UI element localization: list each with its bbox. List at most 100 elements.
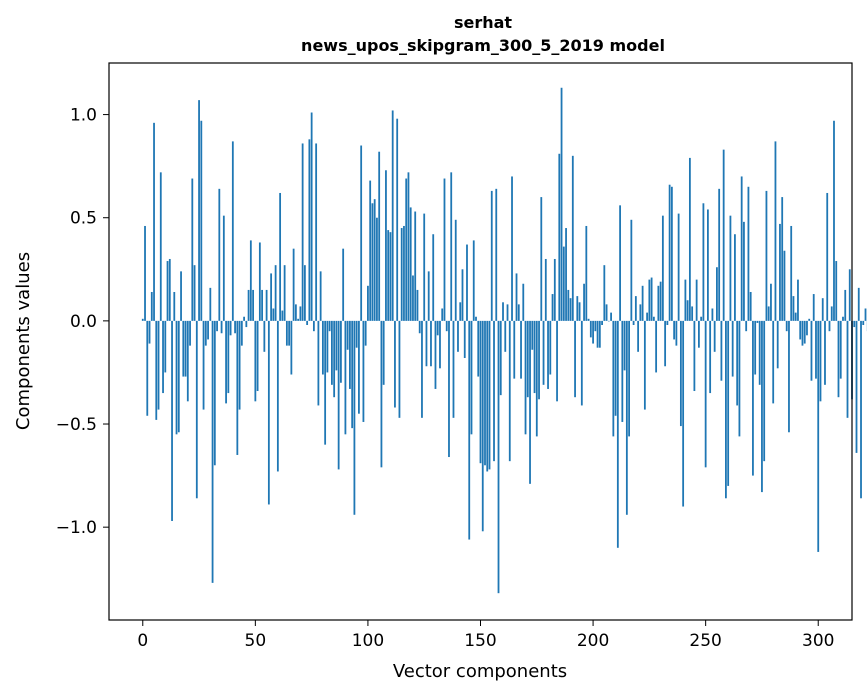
bar-173: [531, 320, 534, 350]
bar-6: [155, 320, 158, 420]
bar-138: [452, 320, 455, 418]
bar-249: [702, 203, 705, 321]
bar-106: [380, 320, 383, 468]
bar-183: [553, 258, 556, 321]
bar-99: [364, 320, 367, 346]
y-tick-label: −0.5: [56, 415, 97, 435]
bar-131: [436, 320, 439, 336]
y-axis-ticks: −1.0 −0.5 0.0 0.5 1.0: [56, 106, 109, 538]
bar-26: [200, 120, 203, 321]
bar-71: [301, 143, 304, 321]
bar-89: [342, 248, 345, 321]
bar-220: [637, 320, 640, 352]
bar-105: [378, 151, 381, 321]
bar-19: [184, 320, 187, 377]
bar-253: [711, 308, 714, 321]
bar-142: [461, 269, 464, 321]
bar-35: [220, 320, 223, 334]
bar-113: [396, 118, 399, 321]
bar-313: [846, 320, 849, 418]
bar-101: [369, 180, 372, 321]
bar-68: [294, 304, 297, 321]
bar-91: [346, 320, 349, 350]
bar-65: [288, 320, 291, 346]
bar-123: [418, 320, 421, 334]
bar-169: [522, 283, 525, 321]
bar-294: [803, 320, 806, 344]
bar-135: [445, 320, 448, 332]
bar-166: [515, 273, 518, 321]
bar-303: [824, 320, 826, 385]
bar-300: [817, 320, 820, 552]
bar-283: [779, 223, 781, 321]
bar-175: [535, 320, 538, 437]
bar-57: [270, 273, 273, 321]
bar-212: [619, 205, 621, 321]
bar-224: [646, 312, 649, 321]
bar-223: [643, 320, 646, 410]
bar-154: [488, 320, 491, 470]
chart-subtitle: news_upos_skipgram_300_5_2019 model: [301, 36, 665, 55]
bar-140: [457, 320, 459, 352]
bar-272: [754, 320, 757, 375]
bar-252: [709, 320, 712, 394]
bar-128: [430, 320, 432, 367]
bar-132: [439, 320, 441, 369]
bar-227: [652, 316, 655, 321]
bars-group: [141, 87, 867, 594]
bar-157: [495, 188, 498, 321]
bar-235: [670, 186, 673, 321]
bar-160: [502, 302, 504, 321]
bar-230: [659, 281, 662, 321]
bar-30: [209, 287, 212, 321]
bar-8: [159, 172, 162, 321]
bar-165: [513, 320, 516, 379]
bar-5: [153, 122, 155, 321]
bar-136: [448, 320, 450, 458]
bar-206: [605, 304, 608, 321]
bar-28: [204, 320, 207, 346]
bar-58: [272, 308, 275, 321]
bar-167: [517, 304, 520, 321]
bar-145: [468, 320, 471, 540]
bar-40: [231, 141, 234, 321]
bar-15: [175, 320, 178, 435]
bar-1: [144, 225, 146, 321]
bar-286: [785, 320, 788, 332]
bar-238: [677, 213, 680, 321]
bar-293: [801, 320, 804, 346]
bar-251: [707, 209, 709, 321]
bar-240: [682, 320, 685, 507]
bar-275: [761, 320, 763, 493]
bar-194: [578, 302, 581, 321]
bar-151: [481, 320, 484, 532]
bar-92: [349, 320, 351, 389]
bar-258: [722, 149, 725, 321]
bar-33: [216, 320, 218, 332]
bar-56: [267, 320, 270, 505]
bar-237: [675, 320, 678, 346]
bar-76: [312, 320, 315, 332]
bar-86: [335, 320, 338, 371]
bar-147: [472, 240, 475, 321]
bar-274: [758, 320, 761, 385]
bar-182: [551, 294, 554, 321]
bar-233: [666, 320, 669, 325]
bar-316: [853, 320, 856, 328]
x-tick-label: 250: [689, 631, 721, 651]
bar-187: [562, 246, 565, 321]
bar-284: [781, 197, 784, 321]
bar-172: [529, 320, 531, 484]
bar-93: [351, 320, 354, 429]
bar-90: [344, 320, 347, 435]
bar-257: [720, 320, 723, 381]
bar-49: [252, 289, 254, 321]
bar-320: [862, 320, 865, 325]
bar-250: [704, 320, 707, 468]
bar-124: [421, 320, 423, 418]
x-tick-label: 50: [245, 631, 267, 651]
bar-155: [490, 190, 493, 321]
bar-73: [306, 320, 309, 325]
bar-134: [443, 178, 446, 321]
